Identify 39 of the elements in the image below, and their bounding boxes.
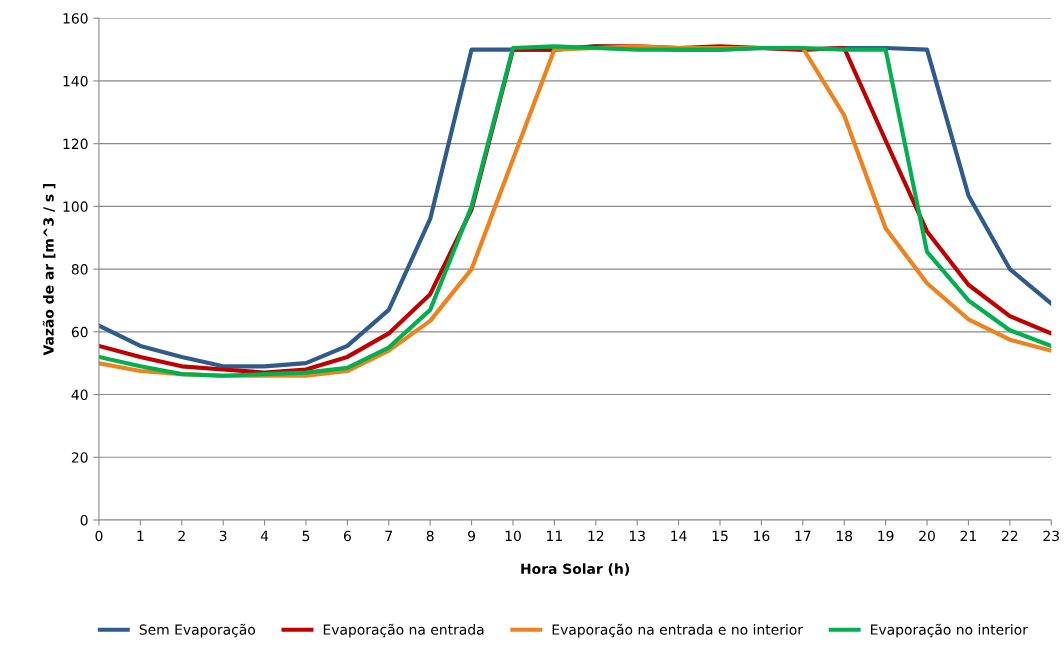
y-tick-label: 100 (63, 201, 88, 212)
x-tick-label: 4 (260, 530, 269, 541)
x-tick-label: 1 (137, 530, 144, 541)
y-tick-label: 120 (63, 138, 88, 150)
x-tick-label: 11 (547, 530, 562, 541)
x-tick-label: 7 (385, 530, 393, 541)
y-tick-label: 140 (63, 75, 88, 87)
x-tick-label: 13 (629, 530, 645, 542)
x-tick-label: 15 (712, 530, 728, 542)
y-tick-label: 20 (71, 452, 88, 463)
x-tick-label: 16 (754, 530, 770, 542)
x-axis-title: Hora Solar (h) (521, 563, 629, 576)
x-tick-label: 6 (343, 530, 351, 542)
y-tick-label: 40 (71, 389, 88, 401)
x-tick-label: 0 (95, 530, 103, 542)
x-tick-label: 18 (836, 530, 853, 542)
legend-label: Evaporação no interior (871, 623, 1028, 638)
legend-label: Sem Evaporação (139, 623, 256, 638)
x-tick-label: 21 (960, 530, 976, 541)
x-tick-label: 17 (795, 530, 811, 541)
x-tick-label: 3 (219, 530, 227, 542)
x-tick-label: 20 (919, 530, 935, 542)
legend-label: Evaporação na entrada (323, 623, 484, 638)
y-axis-title: Vazão de ar [m^3 / s ] (42, 183, 56, 356)
x-tick-label: 2 (178, 530, 185, 541)
y-tick-label: 80 (71, 264, 88, 275)
legend-label: Evaporação na entrada e no interior (552, 623, 803, 638)
y-tick-label: 60 (71, 326, 88, 338)
x-tick-label: 10 (505, 530, 521, 542)
x-tick-label: 5 (302, 530, 310, 542)
y-tick-label: 160 (63, 13, 88, 24)
x-tick-label: 14 (671, 530, 687, 541)
x-tick-label: 9 (468, 530, 476, 542)
x-tick-label: 23 (1043, 530, 1059, 542)
x-tick-label: 8 (426, 530, 434, 542)
x-tick-label: 22 (1002, 530, 1018, 541)
x-tick-label: 12 (588, 530, 604, 541)
y-tick-label: 0 (80, 514, 88, 526)
x-tick-label: 19 (878, 530, 894, 542)
